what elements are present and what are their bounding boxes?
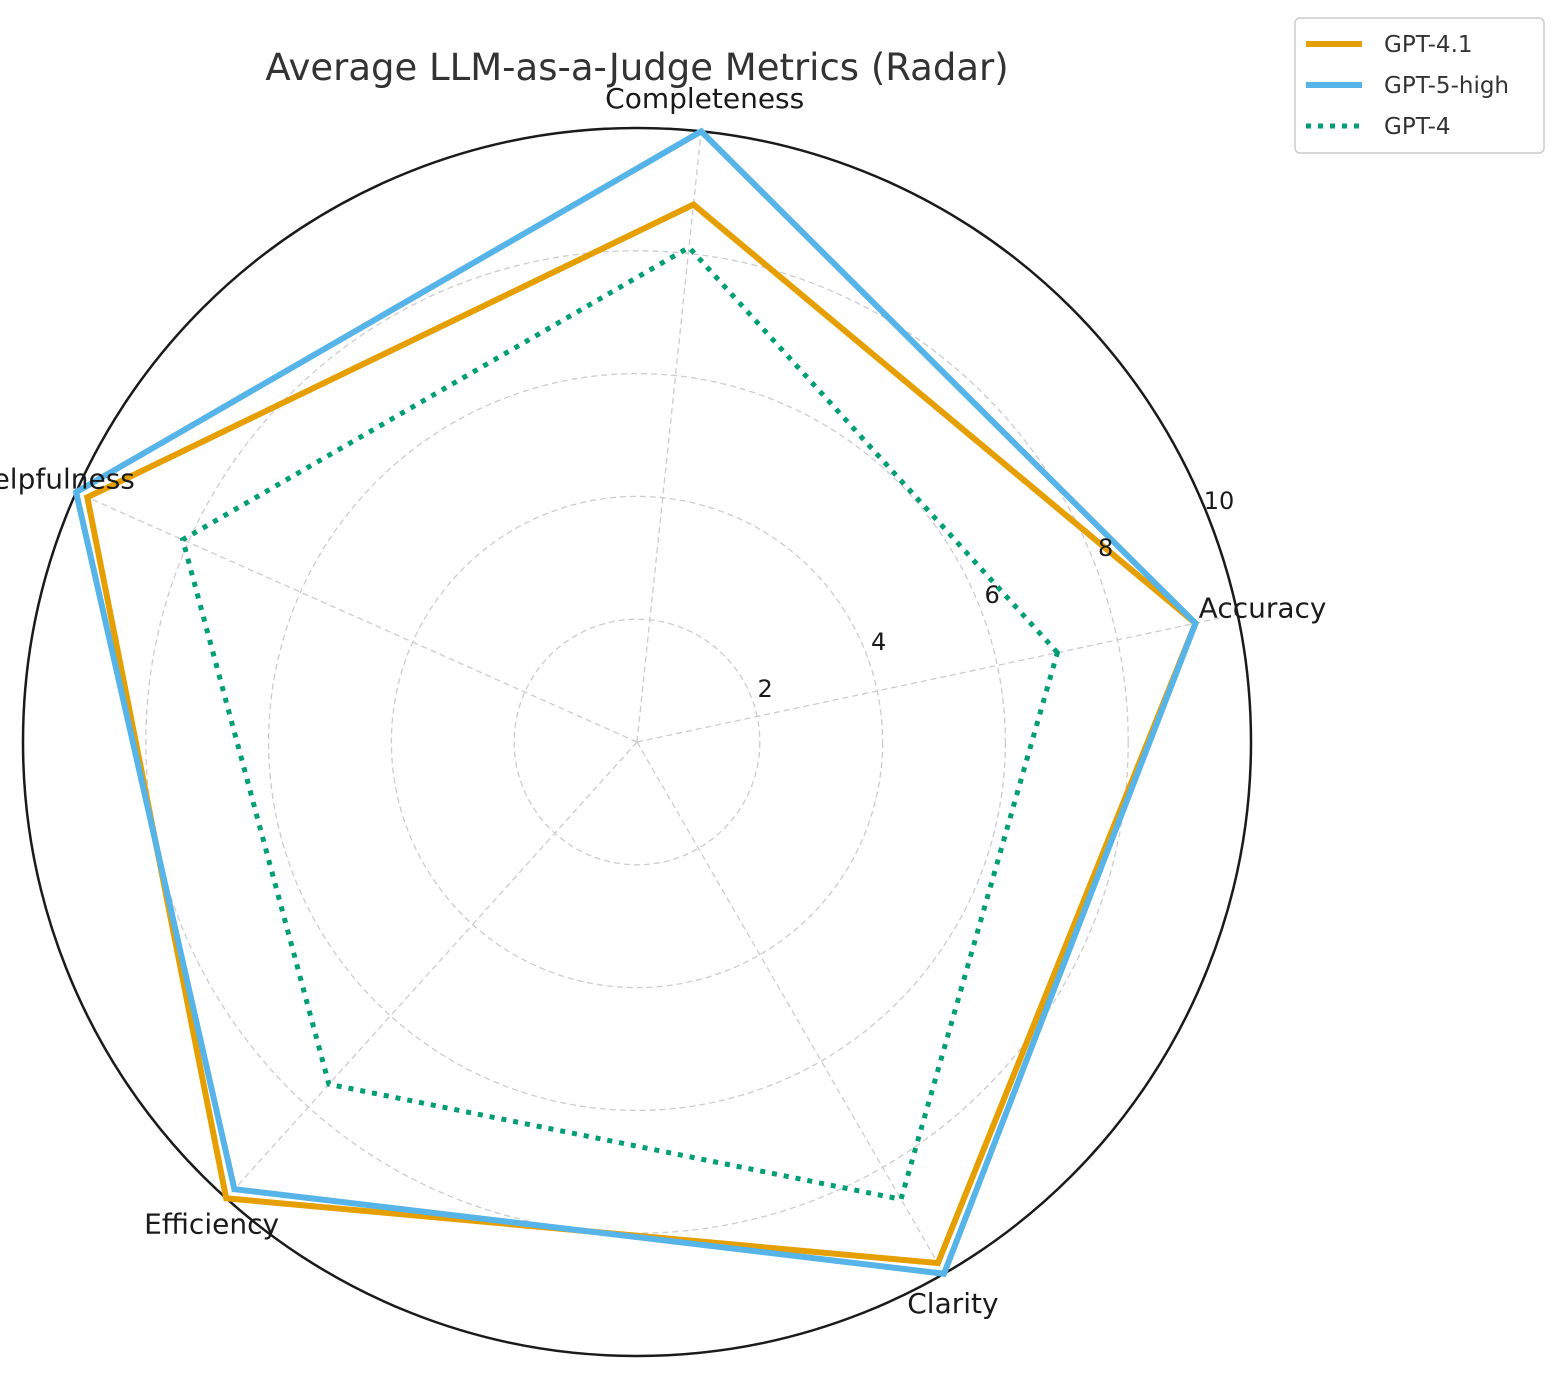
radial-tick-label: 8 — [1098, 534, 1113, 562]
axis-label-completeness: Completeness — [605, 82, 804, 115]
series-line-gpt-5-high — [72, 127, 1200, 1277]
radial-tick-label: 10 — [1204, 487, 1235, 515]
grid-circle-4 — [390, 495, 884, 989]
series-group — [72, 127, 1200, 1277]
spoke-clarity — [636, 741, 945, 1275]
radial-tick-label: 4 — [871, 628, 886, 656]
axis-label-helpfulness: Helpfulness — [0, 463, 135, 496]
legend-label: GPT-4 — [1384, 114, 1451, 140]
legend-label: GPT-4.1 — [1384, 32, 1473, 58]
radial-ticks: 2 4 6 8 10 — [758, 487, 1235, 703]
radial-tick-label: 6 — [984, 581, 999, 609]
grid-circle-6 — [267, 372, 1007, 1112]
outer-frame-circle — [21, 126, 1253, 1358]
series-line-gpt-4 — [179, 244, 1061, 1203]
axis-label-efficiency: Efficiency — [144, 1207, 279, 1240]
spoke-completeness — [636, 131, 702, 743]
grid — [21, 126, 1253, 1358]
chart-title: Average LLM-as-a-Judge Metrics (Radar) — [265, 46, 1008, 89]
legend-frame — [1294, 17, 1545, 154]
legend-label: GPT-5-high — [1384, 73, 1509, 99]
grid-circle-2 — [513, 618, 761, 866]
axis-labels: Accuracy Completeness Helpfulness Efficienc… — [0, 82, 1327, 1320]
axis-label-accuracy: Accuracy — [1199, 591, 1327, 624]
spoke-efficiency — [225, 741, 638, 1199]
spoke-helpfulness — [75, 491, 638, 743]
axis-label-clarity: Clarity — [907, 1287, 998, 1320]
spoke-accuracy — [636, 613, 1238, 743]
series-line-gpt-4-1 — [83, 201, 1200, 1267]
radial-tick-label: 2 — [758, 675, 773, 703]
legend: GPT-4.1 GPT-5-high GPT-4 — [1294, 17, 1545, 154]
